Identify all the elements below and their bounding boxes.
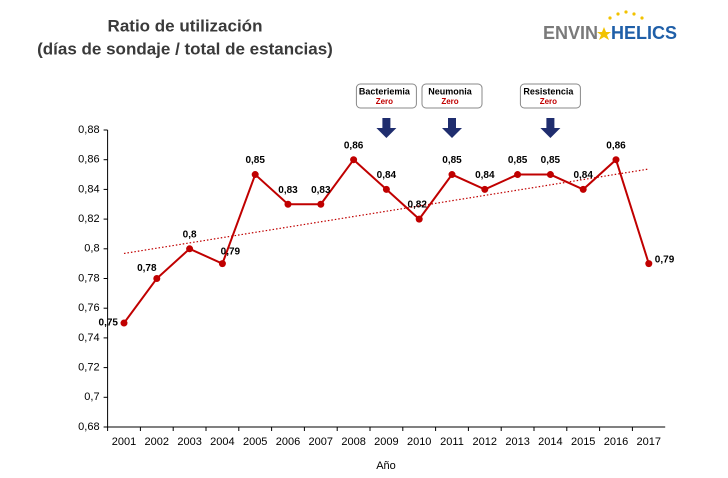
data-label: 0,85 bbox=[442, 155, 462, 166]
x-tick-label: 2013 bbox=[505, 436, 529, 448]
arrow bbox=[442, 118, 462, 138]
badge-title: Neumonia bbox=[428, 86, 473, 96]
data-point bbox=[514, 171, 522, 179]
x-tick-label: 2011 bbox=[440, 436, 464, 448]
data-point bbox=[645, 260, 653, 268]
badge bbox=[421, 83, 483, 109]
x-tick-label: 2010 bbox=[407, 436, 431, 448]
data-point bbox=[415, 215, 423, 223]
x-tick-label: 2012 bbox=[473, 436, 497, 448]
series-line bbox=[123, 157, 650, 324]
data-label: 0,84 bbox=[377, 170, 397, 181]
data-point bbox=[186, 245, 194, 253]
chart-subtitle: (días de sondaje / total de estancias) bbox=[37, 39, 333, 58]
data-point bbox=[448, 171, 456, 179]
y-tick-label: 0,68 bbox=[78, 421, 99, 433]
arrow bbox=[540, 118, 561, 138]
data-label: 0,78 bbox=[137, 263, 157, 274]
x-tick-label: 2015 bbox=[571, 436, 595, 448]
data-point bbox=[284, 200, 292, 208]
data-label: 0,82 bbox=[407, 200, 427, 211]
data-point bbox=[382, 185, 390, 193]
x-tick-label: 2016 bbox=[604, 436, 628, 448]
x-tick-label: 2005 bbox=[243, 436, 267, 448]
data-point bbox=[546, 171, 554, 179]
data-point bbox=[317, 200, 325, 208]
x-tick-label: 2001 bbox=[112, 436, 136, 448]
badge bbox=[355, 83, 417, 109]
data-point bbox=[218, 260, 226, 268]
x-tick-label: 2004 bbox=[210, 436, 234, 448]
y-tick-label: 0,86 bbox=[78, 154, 99, 166]
y-tick-label: 0,88 bbox=[78, 124, 99, 136]
x-axis-label: Año bbox=[376, 460, 396, 472]
y-tick-label: 0,76 bbox=[78, 302, 99, 314]
data-label: 0,85 bbox=[541, 155, 561, 166]
data-label: 0,85 bbox=[245, 155, 265, 166]
badge-sub: Zero bbox=[376, 97, 393, 106]
x-tick-label: 2017 bbox=[637, 436, 661, 448]
badge-sub: Zero bbox=[540, 97, 557, 106]
data-label: 0,79 bbox=[221, 246, 241, 257]
badge bbox=[519, 83, 581, 109]
data-label: 0,8 bbox=[183, 229, 197, 240]
data-label: 0,83 bbox=[311, 185, 331, 196]
data-label: 0,84 bbox=[475, 170, 495, 181]
logo-left: ENVIN bbox=[543, 23, 598, 43]
data-point bbox=[350, 156, 358, 164]
logo-right: HELICS bbox=[611, 23, 677, 43]
y-tick-label: 0,78 bbox=[78, 272, 99, 284]
y-tick-label: 0,84 bbox=[78, 183, 99, 195]
data-label: 0,86 bbox=[344, 140, 364, 151]
logo-stars bbox=[597, 10, 644, 40]
data-label: 0,79 bbox=[655, 254, 675, 265]
data-point bbox=[251, 171, 259, 179]
data-point bbox=[153, 275, 161, 282]
data-point bbox=[579, 185, 587, 193]
trendline bbox=[123, 168, 649, 255]
x-tick-label: 2014 bbox=[538, 436, 562, 448]
y-tick-label: 0,72 bbox=[78, 362, 99, 374]
arrow bbox=[376, 118, 397, 138]
x-tick-label: 2007 bbox=[309, 436, 333, 448]
data-label: 0,85 bbox=[508, 155, 528, 166]
y-tick-label: 0,7 bbox=[84, 391, 99, 403]
data-label: 0,83 bbox=[278, 185, 298, 196]
data-label: 0,84 bbox=[573, 170, 593, 181]
x-tick-label: 2009 bbox=[374, 436, 398, 448]
badge-title: Bacteriemia bbox=[359, 86, 411, 96]
data-point bbox=[481, 185, 489, 193]
y-tick-label: 0,74 bbox=[78, 332, 99, 344]
data-label: 0,75 bbox=[99, 318, 119, 329]
y-tick-label: 0,82 bbox=[78, 213, 99, 225]
x-tick-label: 2008 bbox=[341, 436, 365, 448]
chart-title: Ratio de utilización bbox=[108, 16, 263, 35]
x-tick-label: 2003 bbox=[177, 436, 201, 448]
data-point bbox=[612, 156, 620, 164]
data-label: 0,86 bbox=[606, 140, 626, 151]
badge-title: Resistencia bbox=[523, 86, 574, 96]
y-tick-label: 0,8 bbox=[84, 243, 99, 255]
x-tick-label: 2002 bbox=[145, 436, 169, 448]
data-point bbox=[120, 319, 128, 327]
badge-sub: Zero bbox=[441, 97, 458, 106]
x-tick-label: 2006 bbox=[276, 436, 300, 448]
